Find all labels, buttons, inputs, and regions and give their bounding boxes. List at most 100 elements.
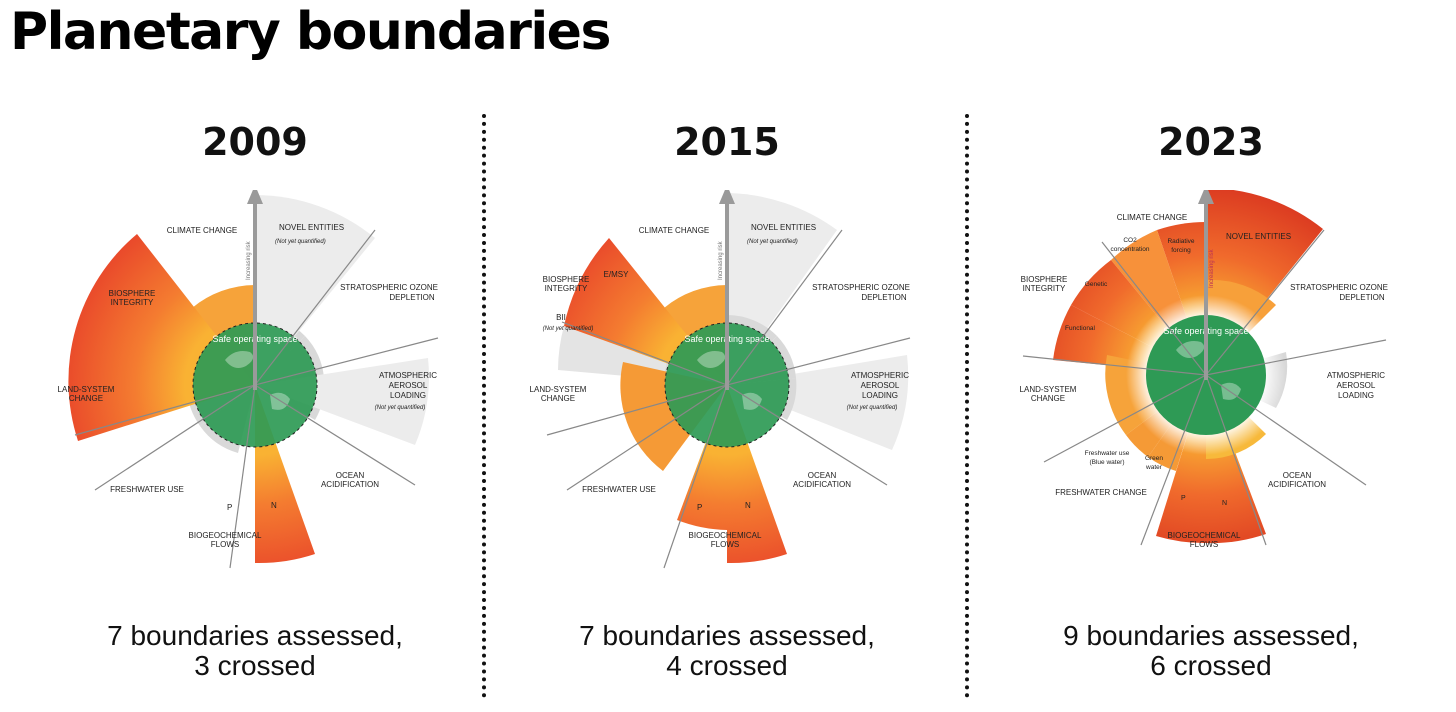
label-co2-1: CO2 <box>1123 237 1137 244</box>
label-functional: Functional <box>1065 325 1096 332</box>
summary-line-2: 3 crossed <box>194 650 316 681</box>
label-novel-note: (Not yet quantified) <box>275 239 326 245</box>
label-ozone-2: DEPLETION <box>389 293 435 302</box>
panel-divider-2 <box>965 114 969 698</box>
boundary-labels: CLIMATE CHANGE CO2 concentration Radiati… <box>1020 213 1388 549</box>
boundary-spokes <box>74 229 439 569</box>
label-climate-change: CLIMATE CHANGE <box>167 226 238 235</box>
boundaries-diagram-2009: Safe operating space Increasing risk CLI… <box>58 190 439 569</box>
label-aerosol-2: AEROSOL <box>861 381 900 390</box>
label-biosphere-1: BIOSPHERE <box>1021 275 1068 284</box>
label-freshwater: FRESHWATER CHANGE <box>1055 488 1147 497</box>
label-bii-note: (Not yet quantified) <box>543 326 594 332</box>
summary-2009: 7 boundaries assessed, 3 crossed <box>20 621 490 681</box>
panel-2009: 2009 Safe operat <box>20 110 490 710</box>
panel-2015: 2015 Safe operating spac <box>492 110 962 710</box>
boundary-labels: CLIMATE CHANGE NOVEL ENTITIES (Not yet q… <box>530 223 910 549</box>
label-nitrogen: N <box>745 501 751 510</box>
label-nitrogen: N <box>1222 500 1227 507</box>
label-phosphorus: P <box>227 503 232 512</box>
boundary-spokes <box>546 229 911 569</box>
label-ozone-2: DEPLETION <box>861 293 907 302</box>
arrow-head <box>247 190 263 204</box>
label-land-1: LAND-SYSTEM <box>58 385 115 394</box>
label-biosphere-2: INTEGRITY <box>545 284 588 293</box>
arrow-label: Increasing risk <box>246 240 252 280</box>
arrow-label: Increasing risk <box>718 240 724 280</box>
label-ozone-2: DEPLETION <box>1339 293 1385 302</box>
boundary-spokes <box>1022 229 1387 546</box>
arrow-head <box>719 190 735 204</box>
label-ocean-1: OCEAN <box>336 471 365 480</box>
label-freshwater: FRESHWATER USE <box>110 485 184 494</box>
label-blue-water-2: (Blue water) <box>1089 459 1124 466</box>
label-green-water-2: water <box>1145 464 1163 471</box>
label-nitrogen: N <box>271 501 277 510</box>
label-biosphere-2: INTEGRITY <box>1023 284 1066 293</box>
summary-2015: 7 boundaries assessed, 4 crossed <box>492 621 962 681</box>
label-bgc-1: BIOGEOCHEMICAL <box>189 531 262 540</box>
panel-divider-1 <box>482 114 486 698</box>
year-heading: 2023 <box>1158 120 1264 164</box>
boundaries-diagram-2015: Safe operating space Increasing risk CLI… <box>530 190 911 569</box>
boundary-labels: CLIMATE CHANGE NOVEL ENTITIES (Not yet q… <box>58 223 438 549</box>
label-ocean-2: ACIDIFICATION <box>793 480 851 489</box>
label-phosphorus: P <box>697 503 702 512</box>
summary-line-2: 4 crossed <box>666 650 788 681</box>
summary-2023: 9 boundaries assessed, 6 crossed <box>976 621 1446 681</box>
label-phosphorus: P <box>1181 495 1186 502</box>
label-aerosol-1: ATMOSPHERIC <box>379 371 437 380</box>
label-freshwater: FRESHWATER USE <box>582 485 656 494</box>
label-climate-change: CLIMATE CHANGE <box>639 226 710 235</box>
label-bgc-1: BIOGEOCHEMICAL <box>1168 531 1241 540</box>
label-green-water-1: Green <box>1145 455 1163 462</box>
label-aerosol-2: AEROSOL <box>1337 381 1376 390</box>
label-genetic: Genetic <box>1085 281 1108 288</box>
label-land-1: LAND-SYSTEM <box>530 385 587 394</box>
label-novel-note: (Not yet quantified) <box>747 239 798 245</box>
label-ocean-1: OCEAN <box>808 471 837 480</box>
label-bgc-2: FLOWS <box>211 540 239 549</box>
label-radiative-1: Radiative <box>1167 238 1194 245</box>
label-land-2: CHANGE <box>1031 394 1065 403</box>
label-aerosol-note: (Not yet quantified) <box>847 405 898 411</box>
label-novel-entities: NOVEL ENTITIES <box>279 223 344 232</box>
summary-line-1: 7 boundaries assessed, <box>579 620 875 651</box>
label-ozone-1: STRATOSPHERIC OZONE <box>812 283 910 292</box>
summary-line-1: 9 boundaries assessed, <box>1063 620 1359 651</box>
label-bgc-2: FLOWS <box>1190 540 1218 549</box>
label-aerosol-note: (Not yet quantified) <box>375 405 426 411</box>
label-radiative-2: forcing <box>1171 247 1191 254</box>
panel-2023: 2023 <box>976 110 1446 710</box>
label-bgc-2: FLOWS <box>711 540 739 549</box>
label-co2-2: concentration <box>1110 246 1149 253</box>
label-ozone-1: STRATOSPHERIC OZONE <box>1290 283 1388 292</box>
summary-line-2: 6 crossed <box>1150 650 1272 681</box>
label-biosphere-1: BIOSPHERE <box>109 289 156 298</box>
boundaries-diagram-2023: Safe operating space Increasing risk CLI… <box>1020 190 1388 549</box>
label-climate-change: CLIMATE CHANGE <box>1117 213 1188 222</box>
label-bgc-1: BIOGEOCHEMICAL <box>689 531 762 540</box>
year-heading: 2015 <box>674 120 780 164</box>
label-biosphere-2: INTEGRITY <box>111 298 154 307</box>
label-aerosol-1: ATMOSPHERIC <box>1327 371 1385 380</box>
label-aerosol-3: LOADING <box>862 391 898 400</box>
summary-line-1: 7 boundaries assessed, <box>107 620 403 651</box>
label-ocean-1: OCEAN <box>1283 471 1312 480</box>
arrow-label: Increasing risk <box>1209 248 1215 288</box>
label-aerosol-2: AEROSOL <box>389 381 428 390</box>
year-heading: 2009 <box>202 120 308 164</box>
arrow-head <box>1198 190 1214 204</box>
label-land-1: LAND-SYSTEM <box>1020 385 1077 394</box>
label-land-2: CHANGE <box>69 394 103 403</box>
label-aerosol-1: ATMOSPHERIC <box>851 371 909 380</box>
label-biosphere-1: BIOSPHERE <box>543 275 590 284</box>
label-aerosol-3: LOADING <box>1338 391 1374 400</box>
page-title: Planetary boundaries <box>10 2 611 62</box>
label-ozone-1: STRATOSPHERIC OZONE <box>340 283 438 292</box>
label-blue-water-1: Freshwater use <box>1085 450 1130 457</box>
label-aerosol-3: LOADING <box>390 391 426 400</box>
label-ocean-2: ACIDIFICATION <box>321 480 379 489</box>
label-novel-entities: NOVEL ENTITIES <box>751 223 816 232</box>
label-emsy: E/MSY <box>604 270 630 279</box>
